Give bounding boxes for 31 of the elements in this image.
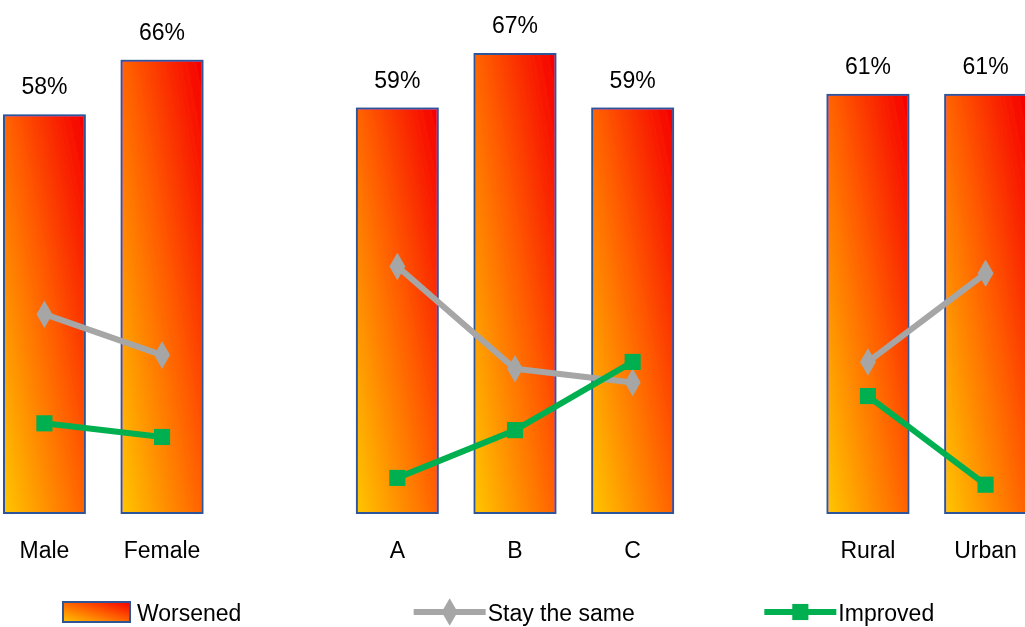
x-tick-label: Female (123, 537, 201, 563)
data-label: 67% (491, 12, 539, 38)
point (859, 387, 876, 405)
data-label: 61% (844, 52, 891, 79)
legend-label: Improved (838, 600, 935, 626)
bar (475, 55, 555, 512)
x-tick-label: B (507, 537, 523, 563)
point (624, 353, 641, 370)
bar (946, 95, 1025, 512)
legend-label: Stay the same (487, 600, 635, 626)
data-label: 59% (609, 66, 656, 93)
legend-label: Worsened (137, 600, 242, 626)
bar (357, 109, 437, 512)
bar (828, 95, 908, 512)
x-tick-label: Rural (840, 537, 896, 563)
x-tick-label: C (624, 537, 641, 563)
x-tick-label: A (389, 537, 406, 563)
point (977, 476, 994, 493)
x-tick-label: Urban (954, 537, 1017, 563)
point (506, 422, 524, 439)
bar (5, 116, 84, 512)
data-label: 61% (962, 52, 1009, 79)
point (389, 469, 406, 486)
point (154, 428, 171, 446)
x-tick-label: Male (19, 537, 70, 563)
point (36, 415, 53, 432)
data-label: 58% (21, 73, 68, 100)
data-label: 59% (374, 66, 421, 93)
bar (593, 109, 673, 512)
data-label: 66% (139, 18, 186, 45)
bar (122, 61, 202, 512)
